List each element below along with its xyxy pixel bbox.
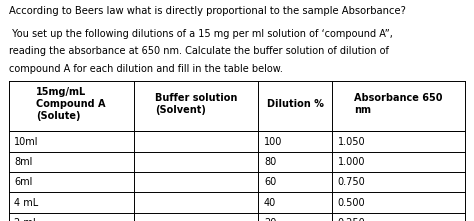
Text: 0.500: 0.500 xyxy=(337,198,365,208)
Text: You set up the following dilutions of a 15 mg per ml solution of ‘compound A”,: You set up the following dilutions of a … xyxy=(9,29,392,39)
Text: 8ml: 8ml xyxy=(14,157,33,167)
Text: 6ml: 6ml xyxy=(14,177,33,187)
Text: 4 mL: 4 mL xyxy=(14,198,38,208)
Text: reading the absorbance at 650 nm. Calculate the buffer solution of dilution of: reading the absorbance at 650 nm. Calcul… xyxy=(9,46,388,56)
Text: 0.250: 0.250 xyxy=(337,218,365,221)
Text: 2 mL: 2 mL xyxy=(14,218,38,221)
Text: Buffer solution
(Solvent): Buffer solution (Solvent) xyxy=(155,93,237,115)
Text: Absorbance 650
nm: Absorbance 650 nm xyxy=(354,93,442,115)
Text: 1.050: 1.050 xyxy=(337,137,365,147)
Text: 15mg/mL
Compound A
(Solute): 15mg/mL Compound A (Solute) xyxy=(36,87,106,121)
Text: compound A for each dilution and fill in the table below.: compound A for each dilution and fill in… xyxy=(9,64,283,74)
Text: 100: 100 xyxy=(264,137,283,147)
Text: 40: 40 xyxy=(264,198,276,208)
Text: 80: 80 xyxy=(264,157,276,167)
Text: 60: 60 xyxy=(264,177,276,187)
Text: According to Beers law what is directly proportional to the sample Absorbance?: According to Beers law what is directly … xyxy=(9,6,405,15)
Text: 10ml: 10ml xyxy=(14,137,39,147)
Text: 0.750: 0.750 xyxy=(337,177,365,187)
Text: 20: 20 xyxy=(264,218,276,221)
Text: Dilution %: Dilution % xyxy=(267,99,323,109)
Text: 1.000: 1.000 xyxy=(337,157,365,167)
